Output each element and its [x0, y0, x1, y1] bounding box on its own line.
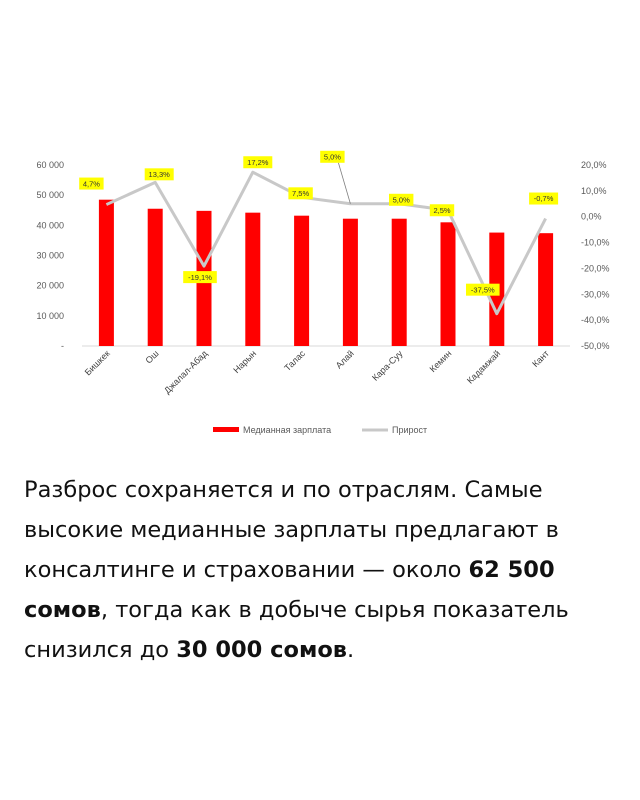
bar [342, 218, 358, 346]
left-axis-tick-label: 30 000 [36, 251, 64, 261]
bar [391, 218, 407, 346]
left-axis-tick-label: 60 000 [36, 160, 64, 170]
combo-chart: 60 000 50 000 40 000 30 000 20 000 10 000 - 20… [36, 150, 610, 435]
line-data-label: 2,5% [429, 204, 455, 217]
line-data-label: 17,2% [243, 156, 273, 169]
left-axis-tick-label: 10 000 [36, 311, 64, 321]
data-label-text: 5,0% [324, 152, 341, 161]
data-label-box [529, 192, 559, 205]
category-label: Кант [530, 348, 551, 369]
data-label-box [288, 187, 313, 200]
left-axis-tick-label: 40 000 [36, 220, 64, 230]
data-label-text: 2,5% [433, 206, 450, 215]
bar [245, 212, 261, 346]
right-axis-tick-label: -10,0% [581, 238, 610, 248]
data-label-text: -0,7% [534, 194, 554, 203]
data-label-text: 13,3% [149, 170, 171, 179]
data-label-box [466, 283, 500, 296]
data-label-box [243, 156, 273, 169]
label-leader-line [338, 162, 351, 204]
chart-container: 60 000 50 000 40 000 30 000 20 000 10 000 - 20… [0, 140, 640, 440]
legend-swatch-bars [213, 427, 239, 432]
caption-part-2: , тогда как в добыче сырья показатель сн… [24, 597, 569, 663]
right-axis-ticks: 20,0% 10,0% 0,0% -10,0% -20,0% -30,0% -40,0% -5… [581, 160, 610, 351]
line-data-label: 13,3% [144, 168, 174, 181]
data-label-box [183, 271, 217, 284]
left-axis-ticks: 60 000 50 000 40 000 30 000 20 000 10 000 - [36, 160, 64, 351]
category-labels: Бишкек Ош Джалал-Абад Нарын Талас Алай Кара-Су… [83, 348, 551, 396]
line-data-labels: 4,7% 13,3% -19,1% 17,2% 7,5% 5,0% 5,0% 2,5% -37,… [79, 150, 559, 296]
category-label: Кара-Суу [370, 348, 405, 383]
line-data-label: 4,7% [79, 177, 104, 190]
right-axis-tick-label: -20,0% [581, 263, 610, 273]
left-axis-tick-label: - [61, 341, 64, 351]
legend-label-line: Прирост [392, 425, 427, 435]
bar [147, 208, 163, 346]
caption-part-1: Разброс сохраняется и по отраслям. Самые… [24, 477, 559, 583]
right-axis-tick-label: 10,0% [581, 186, 607, 196]
right-axis-tick-label: -40,0% [581, 315, 610, 325]
caption-text: Разброс сохраняется и по отраслям. Самые… [24, 470, 620, 670]
legend-label-bars: Медианная зарплата [243, 425, 331, 435]
data-label-text: 4,7% [83, 179, 100, 188]
right-axis-tick-label: -30,0% [581, 289, 610, 299]
category-label: Джалал-Абад [162, 348, 210, 396]
line-data-label: 7,5% [288, 187, 313, 200]
line-series [105, 170, 547, 316]
line-data-label: 5,0% [320, 150, 351, 204]
bar [538, 233, 554, 346]
caption-bold-1: 62 500 сомов [24, 557, 555, 623]
data-label-box [144, 168, 174, 181]
data-label-text: 5,0% [393, 195, 410, 204]
data-label-box [389, 193, 414, 206]
caption-part-3: . [347, 637, 355, 663]
category-label: Алай [334, 348, 356, 370]
growth-line [105, 170, 547, 316]
data-label-box [320, 150, 345, 163]
data-label-text: 7,5% [292, 189, 309, 198]
category-label: Нарын [231, 348, 258, 375]
line-data-label: -37,5% [466, 283, 500, 296]
data-label-text: 17,2% [247, 158, 269, 167]
data-label-box [79, 177, 104, 190]
line-data-label: 5,0% [389, 193, 414, 206]
data-label-text: -19,1% [188, 273, 212, 282]
category-label: Кемин [428, 348, 454, 374]
category-label: Бишкек [83, 348, 112, 377]
left-axis-tick-label: 20 000 [36, 281, 64, 291]
bar [294, 215, 310, 346]
category-label: Ош [143, 348, 160, 365]
category-label: Кадамжай [465, 348, 502, 385]
caption-bold-2: 30 000 сомов [176, 637, 348, 663]
line-data-label: -19,1% [183, 271, 217, 284]
category-label: Талас [282, 348, 307, 373]
left-axis-tick-label: 50 000 [36, 190, 64, 200]
bar [98, 199, 114, 346]
line-data-label: -0,7% [529, 192, 559, 205]
legend: Медианная зарплата Прирост [213, 425, 427, 435]
bar [440, 222, 456, 346]
data-label-text: -37,5% [471, 285, 495, 294]
right-axis-tick-label: 0,0% [581, 212, 602, 222]
right-axis-tick-label: 20,0% [581, 160, 607, 170]
data-label-box [429, 204, 455, 217]
bar-series [98, 199, 554, 346]
right-axis-tick-label: -50,0% [581, 341, 610, 351]
